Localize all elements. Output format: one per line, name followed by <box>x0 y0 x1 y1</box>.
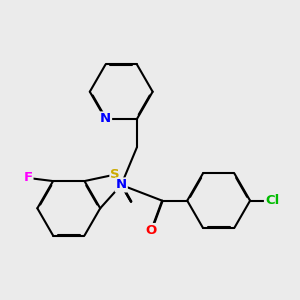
Text: O: O <box>146 224 157 237</box>
Text: F: F <box>23 171 32 184</box>
Text: N: N <box>100 112 111 125</box>
Text: Cl: Cl <box>265 194 279 207</box>
Text: N: N <box>116 178 127 191</box>
Text: S: S <box>110 168 120 181</box>
